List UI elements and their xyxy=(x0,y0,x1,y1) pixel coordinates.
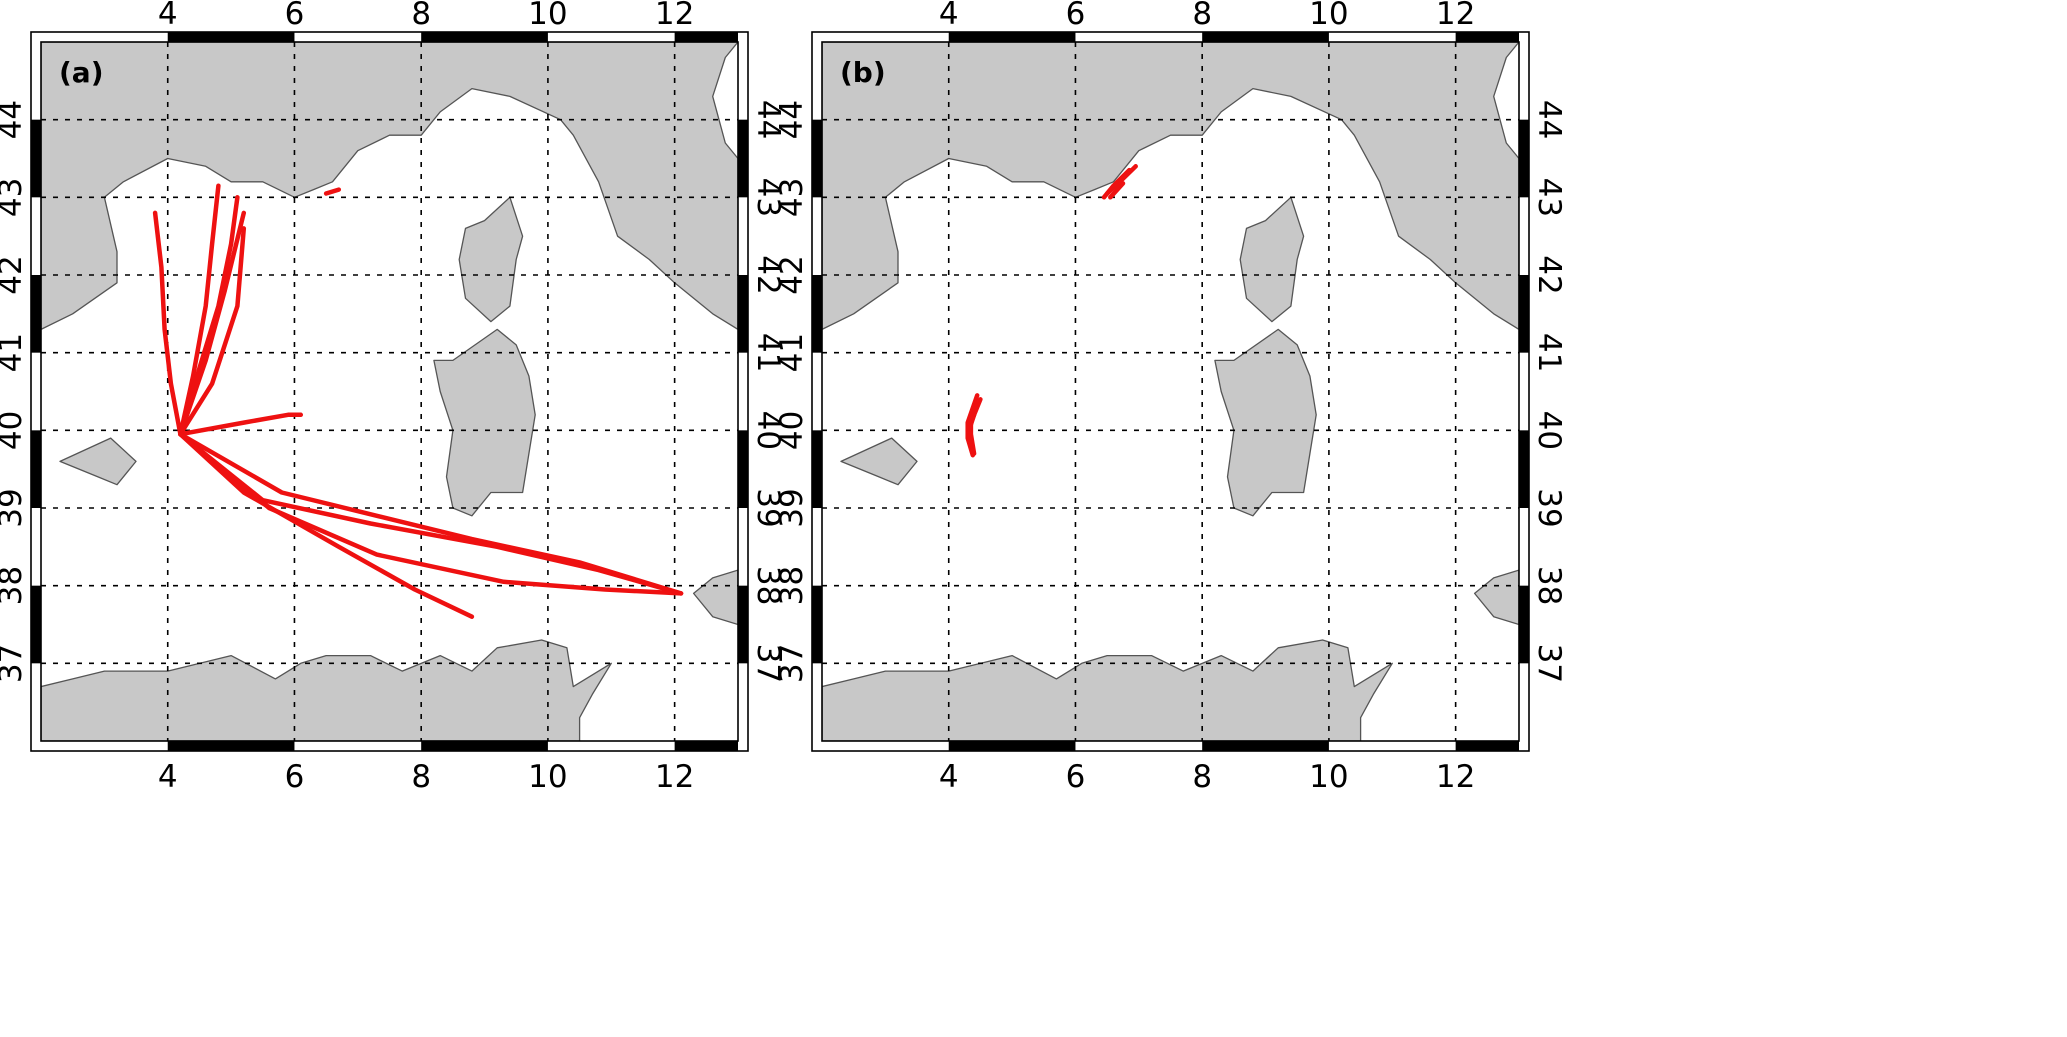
lat-tick-label-left: 44 xyxy=(774,100,810,139)
sicily-tip-land xyxy=(692,569,738,626)
sardinia-land xyxy=(1214,328,1317,517)
lon-tick-label-top: 12 xyxy=(655,0,694,32)
drifter-trajectory xyxy=(178,183,221,437)
drifter-trajectory xyxy=(152,210,183,437)
lon-tick-label-bottom: 8 xyxy=(411,759,431,795)
north-africa-land xyxy=(822,639,1393,741)
lon-tick-label-top: 12 xyxy=(1436,0,1475,32)
lat-tick-label-right: 42 xyxy=(750,255,786,294)
lon-tick-label-bottom: 10 xyxy=(1309,759,1348,795)
graticule xyxy=(822,42,1519,741)
mallorca-land xyxy=(59,437,137,486)
lat-tick-label-right: 40 xyxy=(1531,411,1567,450)
lat-tick-label-left: 39 xyxy=(0,488,29,527)
lat-tick-label-right: 44 xyxy=(1531,100,1567,139)
lon-tick-label-bottom: 6 xyxy=(1066,759,1086,795)
lat-tick-label-left: 40 xyxy=(0,411,29,450)
france-italy-mainland-land xyxy=(822,42,1519,331)
lon-tick-label-bottom: 6 xyxy=(285,759,305,795)
lat-tick-label-right: 37 xyxy=(1531,644,1567,683)
lon-tick-label-bottom: 4 xyxy=(158,759,178,795)
drifter-trajectory xyxy=(323,187,342,196)
lat-tick-label-left: 40 xyxy=(774,411,810,450)
lat-tick-label-left: 43 xyxy=(0,178,29,217)
lat-tick-label-left: 39 xyxy=(774,488,810,527)
drifter-trajectory xyxy=(966,412,977,449)
trajectory-layer xyxy=(965,164,1138,458)
land-layer xyxy=(41,42,738,741)
lon-tick-label-top: 4 xyxy=(939,0,959,32)
graticule xyxy=(41,42,738,741)
panel-label: (a) xyxy=(59,56,104,89)
lon-tick-label-top: 8 xyxy=(1192,0,1212,32)
lat-tick-label-right: 43 xyxy=(1531,178,1567,217)
trajectory-layer xyxy=(152,183,684,619)
drifter-trajectory xyxy=(178,226,247,437)
lat-tick-label-right: 40 xyxy=(750,411,786,450)
drifter-trajectory xyxy=(1104,164,1138,196)
lon-tick-label-bottom: 12 xyxy=(1436,759,1475,795)
lat-tick-label-right: 43 xyxy=(750,178,786,217)
sicily-tip-land xyxy=(1473,569,1519,626)
map-border xyxy=(30,31,749,752)
corsica-land xyxy=(458,196,524,323)
sardinia-land xyxy=(433,328,536,517)
lat-tick-label-right: 39 xyxy=(1531,488,1567,527)
corsica-land xyxy=(1239,196,1305,323)
lat-tick-label-right: 39 xyxy=(750,488,786,527)
lat-tick-label-left: 38 xyxy=(774,566,810,605)
lon-tick-label-bottom: 12 xyxy=(655,759,694,795)
drifter-trajectory xyxy=(178,431,684,596)
land-layer xyxy=(822,42,1519,741)
lat-tick-label-right: 41 xyxy=(750,333,786,372)
lat-tick-label-left: 43 xyxy=(774,178,810,217)
drifter-trajectory xyxy=(178,210,247,437)
lon-tick-label-top: 4 xyxy=(158,0,178,32)
lon-tick-label-top: 6 xyxy=(285,0,305,32)
lat-tick-label-left: 41 xyxy=(774,333,810,372)
lon-tick-label-bottom: 10 xyxy=(528,759,567,795)
lat-tick-label-right: 38 xyxy=(750,566,786,605)
drifter-trajectory xyxy=(1108,181,1126,200)
panel-label: (b) xyxy=(840,56,886,89)
drifter-trajectory xyxy=(178,431,475,619)
lat-tick-label-left: 37 xyxy=(0,644,29,683)
lat-tick-label-left: 37 xyxy=(774,644,810,683)
lon-tick-label-bottom: 8 xyxy=(1192,759,1212,795)
lon-tick-label-bottom: 4 xyxy=(939,759,959,795)
map-border xyxy=(811,31,1530,752)
lon-tick-label-top: 10 xyxy=(1309,0,1348,32)
lon-tick-label-top: 6 xyxy=(1066,0,1086,32)
lat-tick-label-left: 38 xyxy=(0,566,29,605)
lat-tick-label-right: 37 xyxy=(750,644,786,683)
drifter-trajectory xyxy=(178,412,304,437)
lat-tick-label-left: 41 xyxy=(0,333,29,372)
lat-tick-label-right: 42 xyxy=(1531,255,1567,294)
lon-tick-label-top: 10 xyxy=(528,0,567,32)
north-africa-land xyxy=(41,639,612,741)
lat-tick-label-left: 42 xyxy=(0,255,29,294)
lat-tick-label-right: 38 xyxy=(1531,566,1567,605)
lat-tick-label-left: 44 xyxy=(0,100,29,139)
lat-tick-label-left: 42 xyxy=(774,255,810,294)
lat-tick-label-right: 44 xyxy=(750,100,786,139)
drifter-trajectory xyxy=(178,431,684,596)
mallorca-land xyxy=(840,437,918,486)
france-italy-mainland-land xyxy=(41,42,738,331)
lon-tick-label-top: 8 xyxy=(411,0,431,32)
lat-tick-label-right: 41 xyxy=(1531,333,1567,372)
